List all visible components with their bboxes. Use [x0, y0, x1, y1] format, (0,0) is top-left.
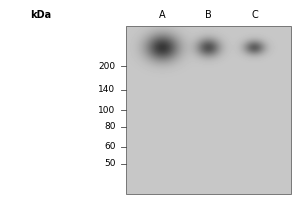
- Text: kDa: kDa: [30, 10, 51, 20]
- Bar: [126, 26, 291, 194]
- Text: 100: 100: [98, 106, 116, 114]
- Text: 200: 200: [98, 62, 116, 71]
- Text: 140: 140: [98, 85, 116, 94]
- Text: 80: 80: [104, 122, 116, 131]
- Text: B: B: [205, 10, 212, 20]
- Text: 60: 60: [104, 142, 116, 151]
- Text: A: A: [159, 10, 166, 20]
- Text: 50: 50: [104, 159, 116, 168]
- Text: C: C: [251, 10, 258, 20]
